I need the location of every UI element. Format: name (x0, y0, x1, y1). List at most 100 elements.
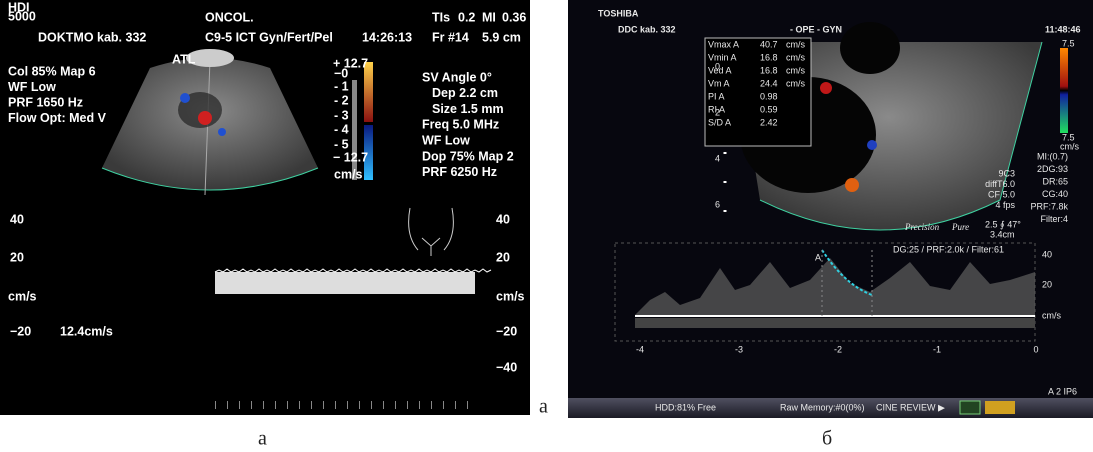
measurement: cm/s (786, 39, 805, 49)
measurement: PI A (708, 91, 725, 101)
depth: 3.4cm (990, 229, 1015, 239)
exam: ONCOL. (205, 10, 254, 24)
setting: CF 5.0 (988, 189, 1015, 199)
scale-label: 40 (496, 212, 510, 226)
time-label: -2 (834, 344, 842, 354)
color-bar-label: - 4 (334, 122, 349, 136)
caption: а (258, 428, 267, 450)
tis-label: TIs (432, 10, 450, 24)
mi-value: 0.36 (502, 10, 526, 24)
measurement: Vm A (708, 78, 730, 88)
setting: PRF 6250 Hz (422, 165, 497, 179)
scale-label: 20 (1042, 279, 1052, 289)
color-bar-label: - 3 (334, 108, 349, 122)
status-icon (985, 401, 1015, 414)
exam: - OPE - GYN (790, 24, 842, 34)
setting: 4 fps (995, 200, 1015, 210)
color-bar-label: cm/s (334, 167, 363, 181)
color-flow (845, 178, 859, 192)
panel-letter: а (539, 396, 548, 418)
doppler-settings: DG:25 / PRF:2.0k / Filter:61 (893, 244, 1004, 254)
time: 14:26:13 (362, 30, 412, 44)
color-bar-label: - 5 (334, 137, 349, 151)
color-bar-label: − 12.7 (333, 150, 368, 164)
scale-label: −20 (496, 324, 517, 338)
depth: 5.9 cm (482, 30, 521, 44)
time-label: -4 (636, 344, 644, 354)
setting: WF Low (8, 80, 56, 94)
scale-label: −40 (496, 360, 517, 374)
color-flow (867, 140, 877, 150)
time-label: -1 (933, 344, 941, 354)
measurement: 16.8 (760, 52, 778, 62)
color-bar-label: - 1 (334, 79, 349, 93)
brand: ATL (172, 52, 196, 66)
measurement: 0.98 (760, 91, 778, 101)
setting: MI:(0.7) (1037, 151, 1068, 161)
measurement: 16.8 (760, 65, 778, 75)
depth-label: 0 (715, 61, 720, 71)
time-label: 0 (1033, 344, 1038, 354)
caption: б (822, 428, 832, 450)
color-bar (1060, 48, 1068, 133)
setting: 9C3 (998, 168, 1015, 178)
bladder (840, 22, 900, 74)
setting: DR:65 (1042, 176, 1068, 186)
measurement: cm/s (786, 65, 805, 75)
scale-label: 20 (10, 250, 24, 264)
brand: TOSHIBA (598, 8, 639, 18)
setting: Freq 5.0 MHz (422, 118, 499, 132)
logo: Pure (951, 222, 969, 232)
left-panel (0, 0, 530, 415)
scale-label: cm/s (8, 289, 37, 303)
setting: 2DG:93 (1037, 164, 1068, 174)
mode: A 2 IP6 (1048, 386, 1077, 396)
setting: Size 1.5 mm (432, 102, 504, 116)
measurement: Vmin A (708, 52, 737, 62)
measurement: 40.7 (760, 39, 778, 49)
color-bar-label: cm/s (1060, 141, 1079, 151)
time-label: -3 (735, 344, 743, 354)
marker: A (815, 252, 821, 262)
status: HDD:81% Free (655, 402, 716, 412)
setting: Dop 75% Map 2 (422, 149, 514, 163)
mi-label: MI (482, 10, 496, 24)
figure: HDI5000DOKTMO kab. 332ONCOL.C9-5 ICT Gyn… (0, 0, 1093, 452)
setting: SV Angle 0° (422, 70, 492, 84)
time: 11:48:46 (1045, 24, 1081, 34)
site: DOKTMO kab. 332 (38, 30, 146, 44)
measurement: 0.59 (760, 104, 778, 114)
tis-value: 0.2 (458, 10, 475, 24)
scale-label: 20 (496, 250, 510, 264)
color-flow (218, 128, 226, 136)
depth-label: 6 (715, 199, 720, 209)
logo: 5000 (8, 9, 36, 23)
status-icon (960, 401, 980, 414)
color-bar-label: 7.5 (1062, 38, 1075, 48)
setting: PRF 1650 Hz (8, 95, 83, 109)
logo: Precision (904, 222, 940, 232)
color-bar-label: −0 (334, 66, 348, 80)
panel-background (0, 0, 530, 415)
measurement: 24.4 (760, 78, 778, 88)
measurement: cm/s (786, 78, 805, 88)
setting: diffT6.0 (985, 179, 1015, 189)
status: CINE REVIEW ▶ (876, 402, 945, 412)
probe: C9-5 ICT Gyn/Fert/Pel (205, 30, 333, 44)
velocity: 12.4cm/s (60, 324, 113, 338)
scale-label: 40 (1042, 249, 1052, 259)
angle: 2.5 ∮ 47° (985, 219, 1021, 229)
setting: PRF:7.8k (1030, 201, 1068, 211)
measurement: Vmax A (708, 39, 739, 49)
depth-label: 4 (715, 153, 720, 163)
color-flow (198, 111, 212, 125)
measurement: 2.42 (760, 117, 778, 127)
scale-label: 40 (10, 212, 24, 226)
spectral-waveform (215, 272, 475, 294)
setting: Filter:4 (1040, 214, 1068, 224)
frame: Fr #14 (432, 30, 469, 44)
scale-label: cm/s (496, 289, 525, 303)
depth-label: 2 (715, 107, 720, 117)
gray-bar (352, 80, 357, 180)
status: Raw Memory:#0(0%) (780, 402, 865, 412)
